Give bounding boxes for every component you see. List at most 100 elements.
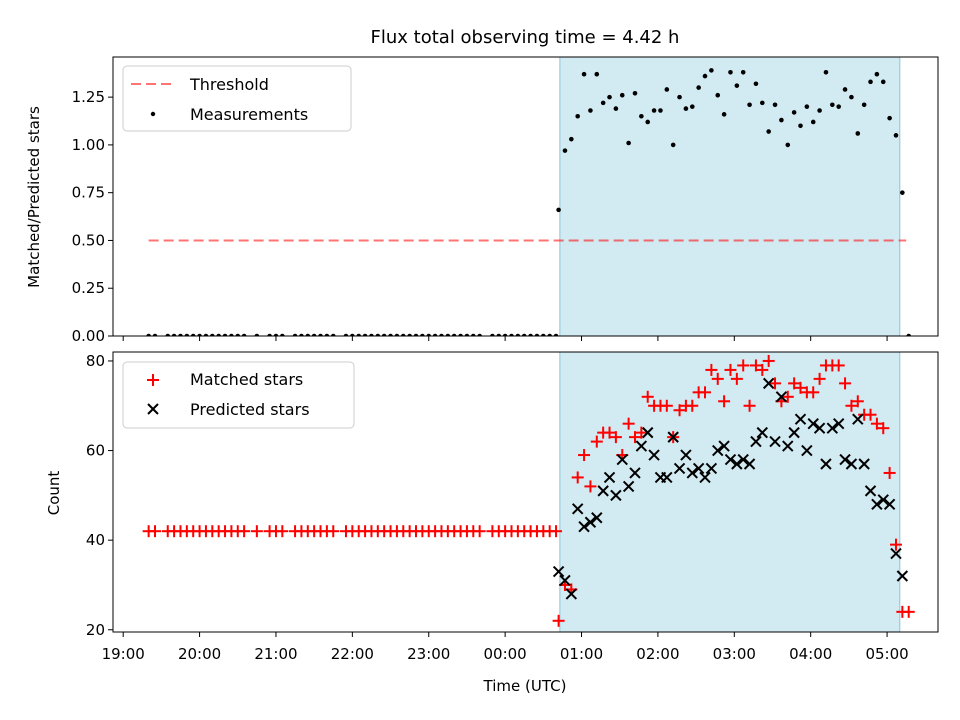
predicted-stars-point — [871, 498, 883, 511]
measurement-point — [305, 333, 311, 336]
predicted-stars-point — [667, 431, 679, 443]
measurement-point — [216, 333, 221, 336]
y-tick-label: 20 — [86, 621, 105, 639]
measurement-point — [190, 333, 196, 336]
predicted-stars-point — [705, 462, 718, 475]
measurement-point — [861, 102, 867, 108]
measurement-point — [842, 87, 848, 92]
measurement-point — [887, 115, 892, 121]
top-legend-box — [122, 65, 352, 132]
measurement-point — [683, 106, 689, 111]
matched-stars-point — [737, 359, 750, 372]
measurement-point — [267, 333, 272, 336]
predicted-stars-point — [826, 422, 839, 434]
measurement-point — [356, 333, 362, 336]
measurement-point — [658, 108, 663, 113]
legend-measurements-label: Measurements — [190, 105, 308, 124]
measurement-point — [210, 333, 215, 336]
measurement-point — [626, 140, 631, 146]
matched-stars-point — [813, 372, 826, 385]
measurement-point — [496, 333, 502, 336]
legend-measurements-swatch — [150, 111, 156, 117]
measurement-point — [299, 333, 304, 336]
x-tick-label: 22:00 — [331, 645, 374, 663]
legend-predicted-swatch — [147, 403, 159, 415]
matched-stars-point — [807, 386, 820, 399]
predicted-stars-point — [565, 588, 578, 600]
predicted-stars-point — [718, 440, 730, 452]
measurement-point — [547, 333, 552, 336]
matched-stars-point — [550, 525, 563, 538]
measurement-point — [400, 333, 406, 336]
predicted-stars-point — [673, 462, 686, 475]
measurement-point — [394, 333, 400, 336]
matched-stars-point — [276, 525, 289, 538]
x-tick-label: 05:00 — [865, 645, 908, 663]
predicted-stars-point — [737, 453, 749, 466]
measurement-point — [874, 71, 880, 77]
measurement-point — [235, 333, 241, 336]
measurement-point — [254, 333, 260, 336]
matched-stars-point — [673, 404, 686, 417]
matched-stars-point — [718, 395, 731, 408]
measurement-point — [607, 94, 612, 100]
matched-stars-point — [552, 614, 565, 627]
top-x-axis-ticks — [122, 336, 888, 341]
measurement-point — [791, 110, 797, 115]
matched-stars-point — [864, 408, 877, 421]
measurement-point — [817, 108, 822, 113]
measurement-point — [184, 333, 190, 336]
predicted-stars-point — [807, 417, 819, 430]
bottom-y-axis-label: Count — [45, 471, 63, 516]
measurement-point — [740, 69, 746, 75]
measurement-point — [420, 333, 425, 336]
matched-stars-point — [762, 354, 775, 367]
matched-stars-point — [769, 377, 782, 390]
matched-stars-point — [327, 525, 340, 538]
measurement-point — [753, 81, 759, 87]
predicted-stars-point — [801, 444, 813, 457]
measurement-point — [541, 333, 546, 336]
measurement-point — [779, 117, 784, 123]
predicted-stars-point — [731, 458, 743, 470]
measurement-point — [197, 333, 202, 336]
measurement-point — [849, 94, 854, 100]
measurement-point — [855, 131, 861, 136]
predicted-stars-point — [699, 471, 711, 484]
predicted-stars-point — [603, 471, 616, 484]
measurement-point — [407, 333, 412, 336]
measurement-point — [350, 333, 355, 336]
matched-stars-point — [686, 399, 699, 412]
matched-stars-point — [870, 417, 883, 430]
matched-stars-point — [250, 525, 263, 538]
measurement-point — [893, 133, 899, 138]
measurement-point — [651, 108, 657, 113]
measurement-point — [471, 333, 476, 336]
matched-stars-point — [578, 449, 591, 462]
y-tick-label: 0.25 — [72, 279, 105, 297]
measurement-point — [906, 333, 912, 336]
measurement-point — [521, 333, 527, 336]
y-tick-label: 40 — [86, 531, 105, 549]
measurement-point — [613, 106, 619, 111]
measurement-point — [362, 333, 368, 336]
bottom-y-axis-ticks: 20 40 60 80 — [86, 352, 113, 639]
predicted-stars-point — [584, 516, 597, 528]
count-panel: 20 40 60 80 19:00 20:00 21:00 22:00 23:00 00:00 0… — [86, 351, 939, 663]
measurement-point — [280, 333, 285, 336]
matched-stars-point — [641, 390, 654, 403]
top-legend: Threshold Measurements — [122, 65, 352, 132]
measurement-point — [868, 79, 873, 85]
ratio-panel: 0.00 0.25 0.50 0.75 1.00 1.25 Threshold Measu… — [72, 56, 939, 345]
measurement-point — [880, 79, 886, 85]
matched-stars-point — [839, 377, 852, 390]
predicted-stars-point — [839, 453, 851, 466]
y-tick-label: 1.00 — [72, 136, 105, 154]
matched-stars-point — [635, 426, 648, 439]
measurement-point — [575, 113, 580, 119]
measurement-point — [594, 71, 600, 77]
measurement-point — [804, 104, 810, 109]
predicted-stars-point — [858, 458, 870, 470]
matched-stars-point — [889, 538, 902, 551]
